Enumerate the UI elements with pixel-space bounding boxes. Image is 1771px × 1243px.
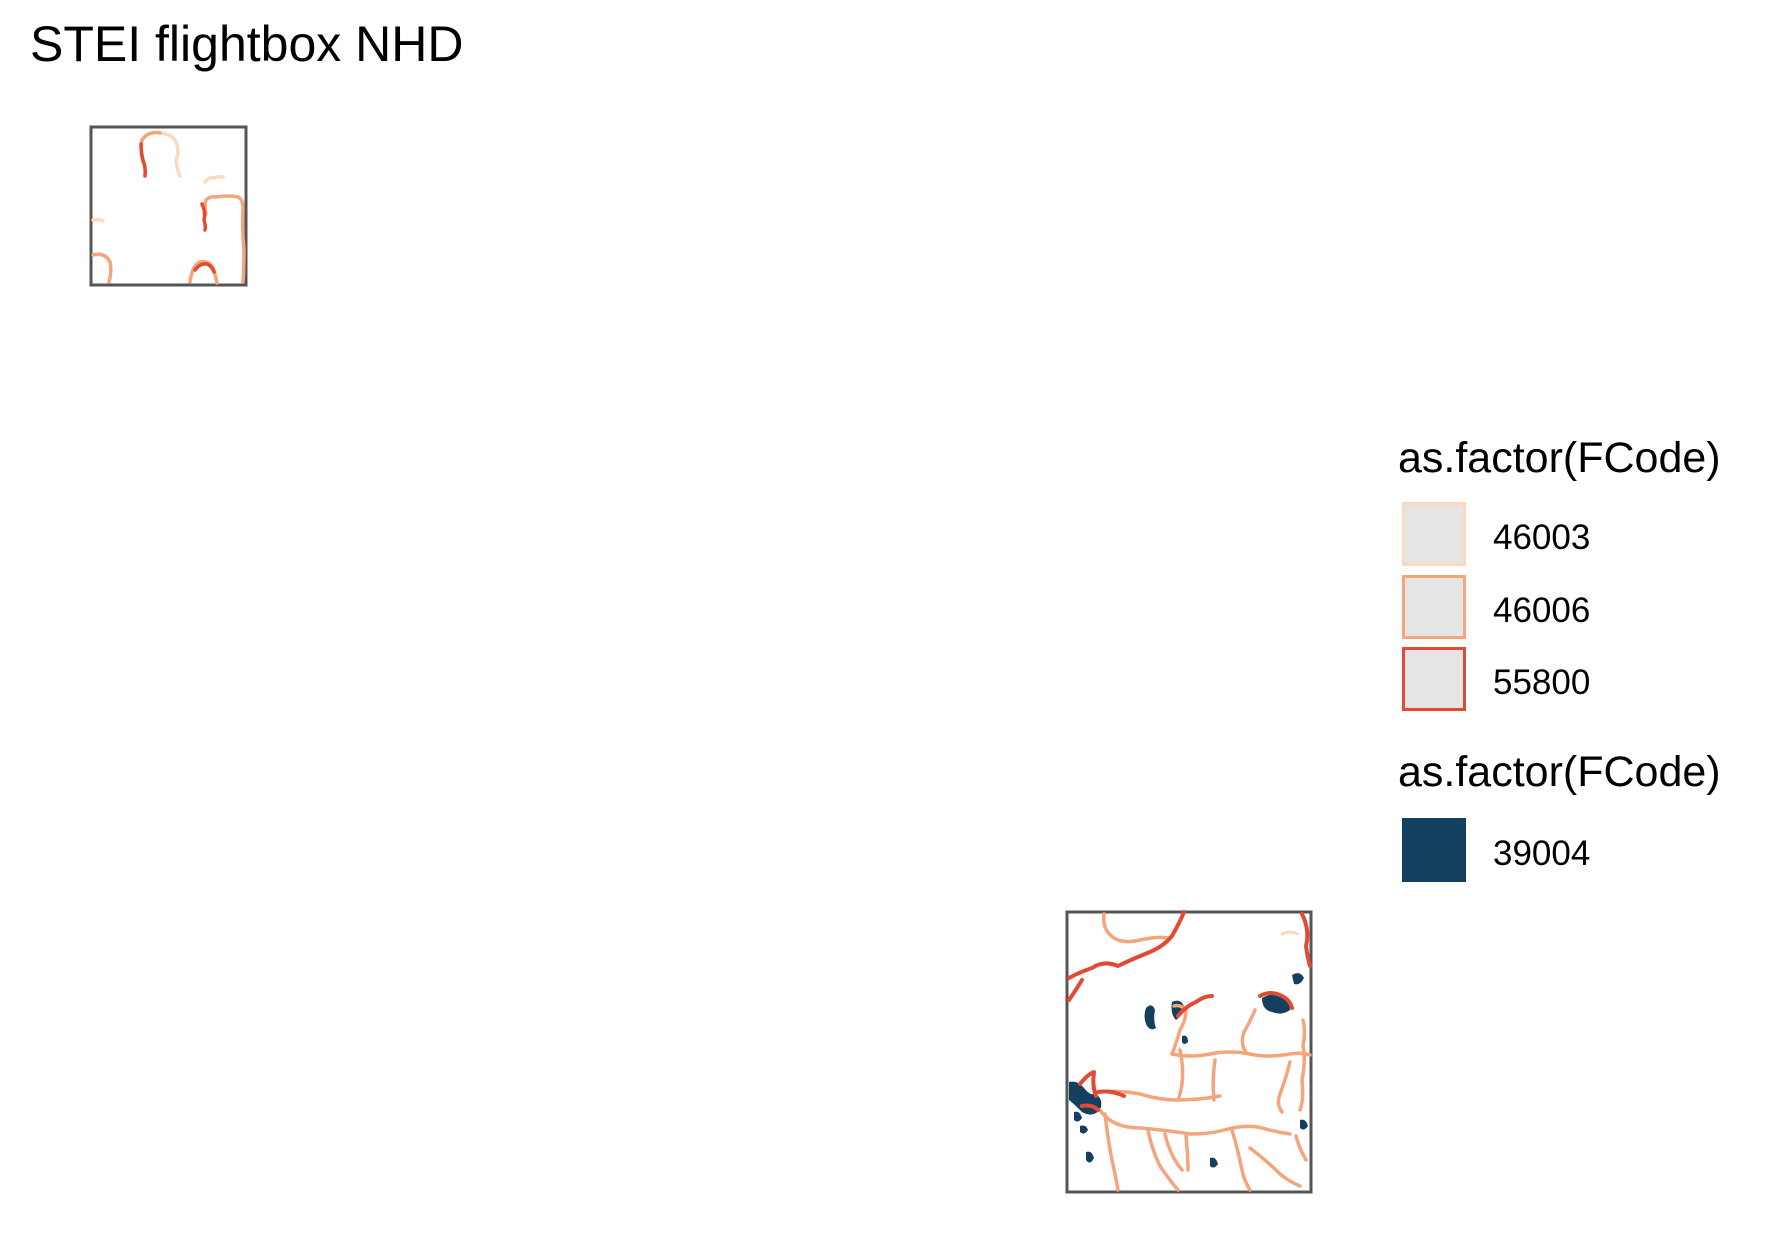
stream-46006 [1101,912,1170,944]
legend-key-55800 [1402,647,1466,711]
stream-46003 [203,174,225,184]
legend-label-55800: 55800 [1493,663,1591,702]
stream-46006 [1248,1146,1302,1188]
streams-46003 [1280,930,1300,936]
legend-key-39004 [1402,818,1466,882]
stream-55800 [200,202,208,232]
stream-46006 [1298,1018,1307,1112]
plot-title: STEI flightbox NHD [30,16,464,72]
stream-46006 [1098,1108,1292,1136]
legend-key-46006 [1402,575,1466,639]
waterbody [1182,1035,1188,1044]
stream-46003 [158,131,182,178]
stream-55800 [1176,994,1214,1018]
stream-55800 [1258,991,1294,1010]
stream-46006 [1170,1050,1312,1058]
stream-46006 [1163,1132,1184,1172]
waterbody [1292,973,1304,985]
stream-46006 [1211,1058,1217,1102]
stream-46006 [1096,1089,1222,1102]
stream-46003 [91,217,105,223]
stream-55800 [1067,910,1186,980]
stream-55800 [1080,1103,1100,1112]
waterbody [1210,1157,1218,1168]
flightbox-southeast-frame [1065,910,1313,1194]
streams-46006 [1096,912,1312,1192]
stream-46006 [1184,1134,1190,1172]
stream-55800 [139,142,147,178]
stream-55800 [1078,1070,1098,1098]
legend-title-fill: as.factor(FCode) [1398,748,1721,796]
stream-55800 [1096,1089,1126,1098]
stream-46006 [1170,1003,1188,1056]
stream-46006 [1240,1008,1257,1054]
stream-46006 [1294,1134,1308,1162]
legend-label-39004: 39004 [1493,834,1591,873]
stream-55800 [1300,912,1312,968]
waterbody [1144,1005,1156,1030]
stream-46006 [1103,1112,1120,1192]
stream-46006 [91,252,113,284]
legend-key-46003 [1402,502,1466,566]
flightbox-northwest [89,125,248,287]
waterbody [1086,1151,1094,1163]
streams-55800 [1067,910,1312,1112]
waterbodies-39004 [1069,973,1308,1168]
stream-46006 [1146,1128,1180,1192]
stream-55800 [1067,978,1084,1002]
stream-55800 [193,262,216,274]
stream-46006 [1230,1128,1252,1192]
stream-46003 [1280,930,1300,936]
legend-title-line: as.factor(FCode) [1398,434,1721,482]
waterbody [1262,994,1290,1014]
flightbox-northwest-frame [89,125,248,287]
waterbody [1300,1119,1308,1130]
stream-46006 [1276,1060,1292,1114]
stream-46006 [1176,1048,1185,1102]
legend-label-46006: 46006 [1493,591,1591,630]
stream-46006 [203,194,246,284]
waterbody [1080,1125,1088,1134]
waterbody [1074,1111,1082,1122]
legend-label-46003: 46003 [1493,518,1591,557]
flightbox-southeast [1065,910,1313,1194]
